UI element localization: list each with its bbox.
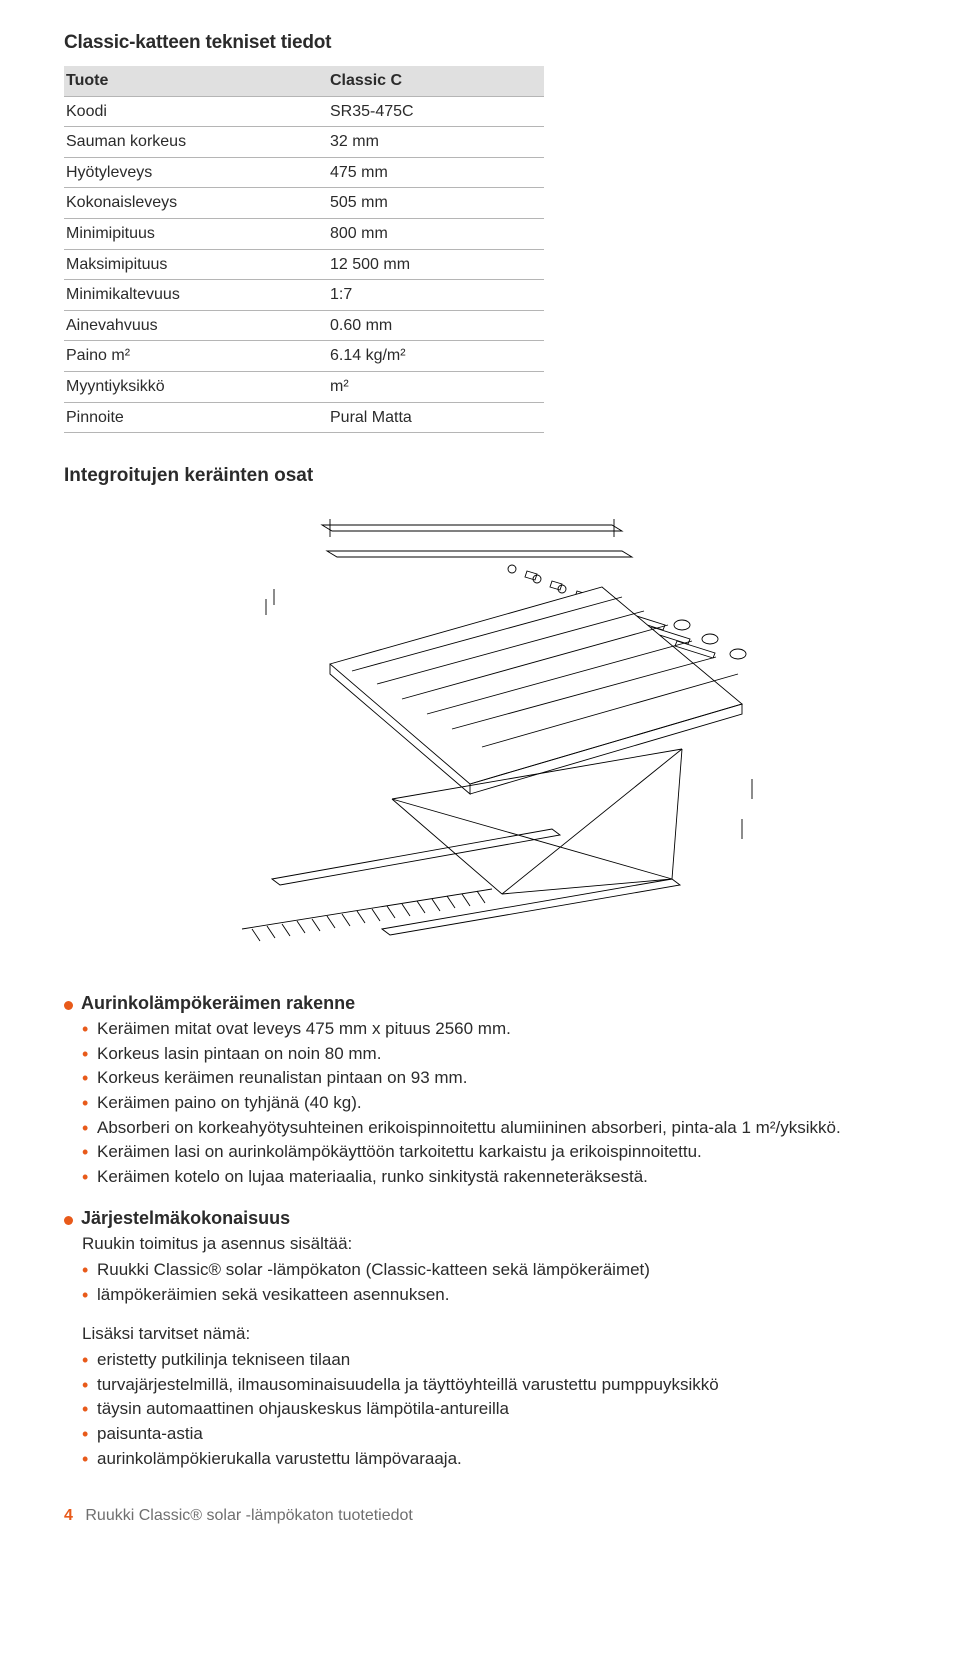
exploded-diagram xyxy=(64,499,920,969)
table-row: Kokonaisleveys505 mm xyxy=(64,188,544,219)
heading-rakenne: Aurinkolämpökeräimen rakenne xyxy=(81,993,355,1014)
spec-key: Maksimipituus xyxy=(64,249,328,280)
list-item: Keräimen mitat ovat leveys 475 mm x pitu… xyxy=(82,1017,920,1042)
table-row: KoodiSR35-475C xyxy=(64,96,544,127)
table-row: Ainevahvuus0.60 mm xyxy=(64,310,544,341)
spec-table: Tuote Classic C KoodiSR35-475CSauman kor… xyxy=(64,66,544,433)
spec-key: Pinnoite xyxy=(64,402,328,433)
jarjestelma-list-1: Ruukki Classic® solar -lämpökaton (Class… xyxy=(82,1258,920,1307)
page-number: 4 xyxy=(64,1507,73,1524)
table-row: Hyötyleveys475 mm xyxy=(64,157,544,188)
list-item: Absorberi on korkeahyötysuhteinen erikoi… xyxy=(82,1116,920,1141)
list-item: aurinkolämpökierukalla varustettu lämpöv… xyxy=(82,1447,920,1472)
rakenne-list: Keräimen mitat ovat leveys 475 mm x pitu… xyxy=(82,1017,920,1189)
intro-line-2: Lisäksi tarvitset nämä: xyxy=(82,1322,920,1347)
bullet-dot-icon xyxy=(64,1001,73,1010)
spec-key: Kokonaisleveys xyxy=(64,188,328,219)
jarjestelma-list-2: eristetty putkilinja tekniseen tilaantur… xyxy=(82,1348,920,1471)
section-head: Aurinkolämpökeräimen rakenne xyxy=(64,993,920,1014)
spec-value: 475 mm xyxy=(328,157,544,188)
list-item: paisunta-astia xyxy=(82,1422,920,1447)
list-item: lämpökeräimien sekä vesikatteen asennuks… xyxy=(82,1283,920,1308)
list-item: Ruukki Classic® solar -lämpökaton (Class… xyxy=(82,1258,920,1283)
spec-value: m² xyxy=(328,371,544,402)
table-row: Sauman korkeus32 mm xyxy=(64,127,544,158)
document-title: Classic-katteen tekniset tiedot xyxy=(64,32,920,54)
spec-key: Myyntiyksikkö xyxy=(64,371,328,402)
intro-line-1: Ruukin toimitus ja asennus sisältää: xyxy=(82,1232,920,1257)
bullet-dot-icon xyxy=(64,1216,73,1225)
spec-value: Pural Matta xyxy=(328,402,544,433)
table-header-right: Classic C xyxy=(328,66,544,96)
spec-key: Paino m² xyxy=(64,341,328,372)
table-row: Minimipituus800 mm xyxy=(64,218,544,249)
section-rakenne: Aurinkolämpökeräimen rakenne Keräimen mi… xyxy=(64,993,920,1189)
spec-key: Ainevahvuus xyxy=(64,310,328,341)
page-footer: 4 Ruukki Classic® solar -lämpökaton tuot… xyxy=(64,1507,920,1525)
footer-text: Ruukki Classic® solar -lämpökaton tuotet… xyxy=(85,1507,413,1524)
spec-key: Koodi xyxy=(64,96,328,127)
section-jarjestelma: Järjestelmäkokonaisuus Ruukin toimitus j… xyxy=(64,1208,920,1472)
collector-parts-diagram xyxy=(182,499,802,969)
list-item: eristetty putkilinja tekniseen tilaan xyxy=(82,1348,920,1373)
spec-value: 0.60 mm xyxy=(328,310,544,341)
list-item: Keräimen paino on tyhjänä (40 kg). xyxy=(82,1091,920,1116)
table-row: PinnoitePural Matta xyxy=(64,402,544,433)
spec-value: 800 mm xyxy=(328,218,544,249)
spec-value: SR35-475C xyxy=(328,96,544,127)
list-item: Keräimen kotelo on lujaa materiaalia, ru… xyxy=(82,1165,920,1190)
table-header-row: Tuote Classic C xyxy=(64,66,544,96)
spec-value: 32 mm xyxy=(328,127,544,158)
section-head: Järjestelmäkokonaisuus xyxy=(64,1208,920,1229)
spec-value: 505 mm xyxy=(328,188,544,219)
spec-key: Sauman korkeus xyxy=(64,127,328,158)
list-item: täysin automaattinen ohjauskeskus lämpöt… xyxy=(82,1397,920,1422)
table-row: Myyntiyksikköm² xyxy=(64,371,544,402)
spec-key: Minimipituus xyxy=(64,218,328,249)
list-item: Korkeus lasin pintaan on noin 80 mm. xyxy=(82,1042,920,1067)
table-header-left: Tuote xyxy=(64,66,328,96)
spec-key: Minimikaltevuus xyxy=(64,280,328,311)
heading-jarjestelma: Järjestelmäkokonaisuus xyxy=(81,1208,290,1229)
list-item: turvajärjestelmillä, ilmausominaisuudell… xyxy=(82,1373,920,1398)
diagram-title: Integroitujen keräinten osat xyxy=(64,465,920,487)
spec-value: 12 500 mm xyxy=(328,249,544,280)
spec-value: 6.14 kg/m² xyxy=(328,341,544,372)
list-item: Korkeus keräimen reunalistan pintaan on … xyxy=(82,1066,920,1091)
list-item: Keräimen lasi on aurinkolämpökäyttöön ta… xyxy=(82,1140,920,1165)
table-row: Maksimipituus12 500 mm xyxy=(64,249,544,280)
table-row: Minimikaltevuus1:7 xyxy=(64,280,544,311)
spec-value: 1:7 xyxy=(328,280,544,311)
spec-key: Hyötyleveys xyxy=(64,157,328,188)
table-row: Paino m²6.14 kg/m² xyxy=(64,341,544,372)
